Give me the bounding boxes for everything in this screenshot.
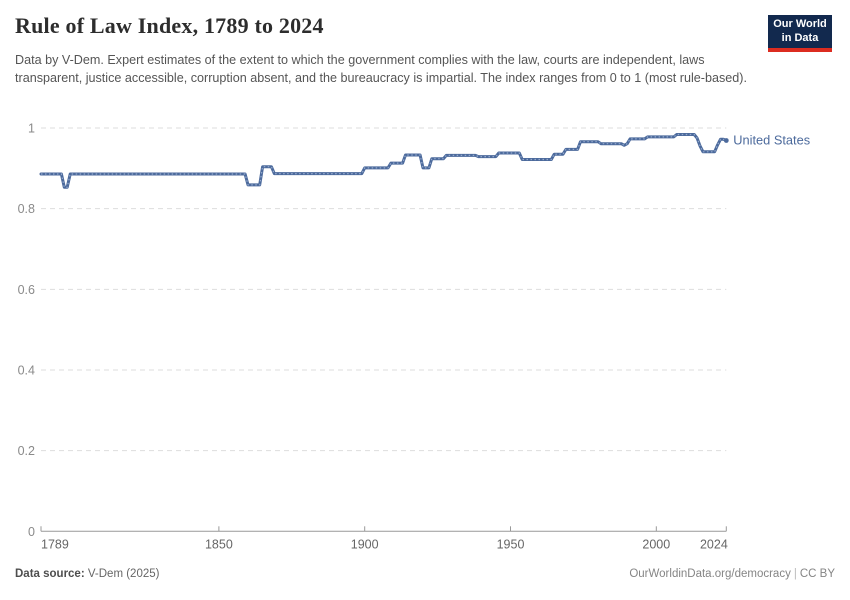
y-tick-label-1: 1 [28, 122, 35, 136]
owid-logo-line1: Our World [773, 18, 827, 30]
page-title: Rule of Law Index, 1789 to 2024 [15, 13, 324, 38]
footer-license: CC BY [799, 568, 835, 580]
data-source-label: Data source: [15, 568, 85, 580]
footer-link[interactable]: OurWorldinData.org/democracy [629, 568, 791, 580]
owid-logo-line2: in Data [781, 31, 819, 44]
series-line-markers [41, 133, 727, 188]
data-source-note: Data source: V-Dem (2025) [15, 568, 159, 580]
y-tick-label-0.4: 0.4 [18, 363, 35, 377]
x-tick-label-1950: 1950 [497, 537, 525, 551]
x-tick-label-2000: 2000 [642, 537, 670, 551]
series-line[interactable] [39, 133, 728, 189]
y-tick-label-0.2: 0.2 [18, 444, 35, 458]
chart-footer: Data source: V-Dem (2025) OurWorldinData… [15, 568, 835, 580]
x-tick-label-1850: 1850 [205, 537, 233, 551]
y-tick-label-0.8: 0.8 [18, 202, 35, 216]
owid-logo-stripe [768, 47, 832, 52]
data-source-value: V-Dem (2025) [87, 568, 160, 580]
footer-separator: | [793, 568, 797, 580]
owid-logo-box: Our World in Data [768, 15, 832, 48]
y-tick-label-0.6: 0.6 [18, 283, 35, 297]
chart-subtitle: Data by V-Dem. Expert estimates of the e… [15, 53, 747, 85]
owid-logo[interactable]: Our World in Data [768, 15, 832, 52]
series-end-dot [723, 138, 729, 143]
series-label[interactable]: United States [733, 133, 810, 148]
x-tick-label-2024: 2024 [700, 537, 728, 551]
y-tick-label-0: 0 [28, 525, 35, 539]
x-tick-label-1789: 1789 [41, 537, 69, 551]
footer-attribution: OurWorldinData.org/democracy | CC BY [629, 568, 835, 580]
x-tick-label-1900: 1900 [351, 537, 379, 551]
